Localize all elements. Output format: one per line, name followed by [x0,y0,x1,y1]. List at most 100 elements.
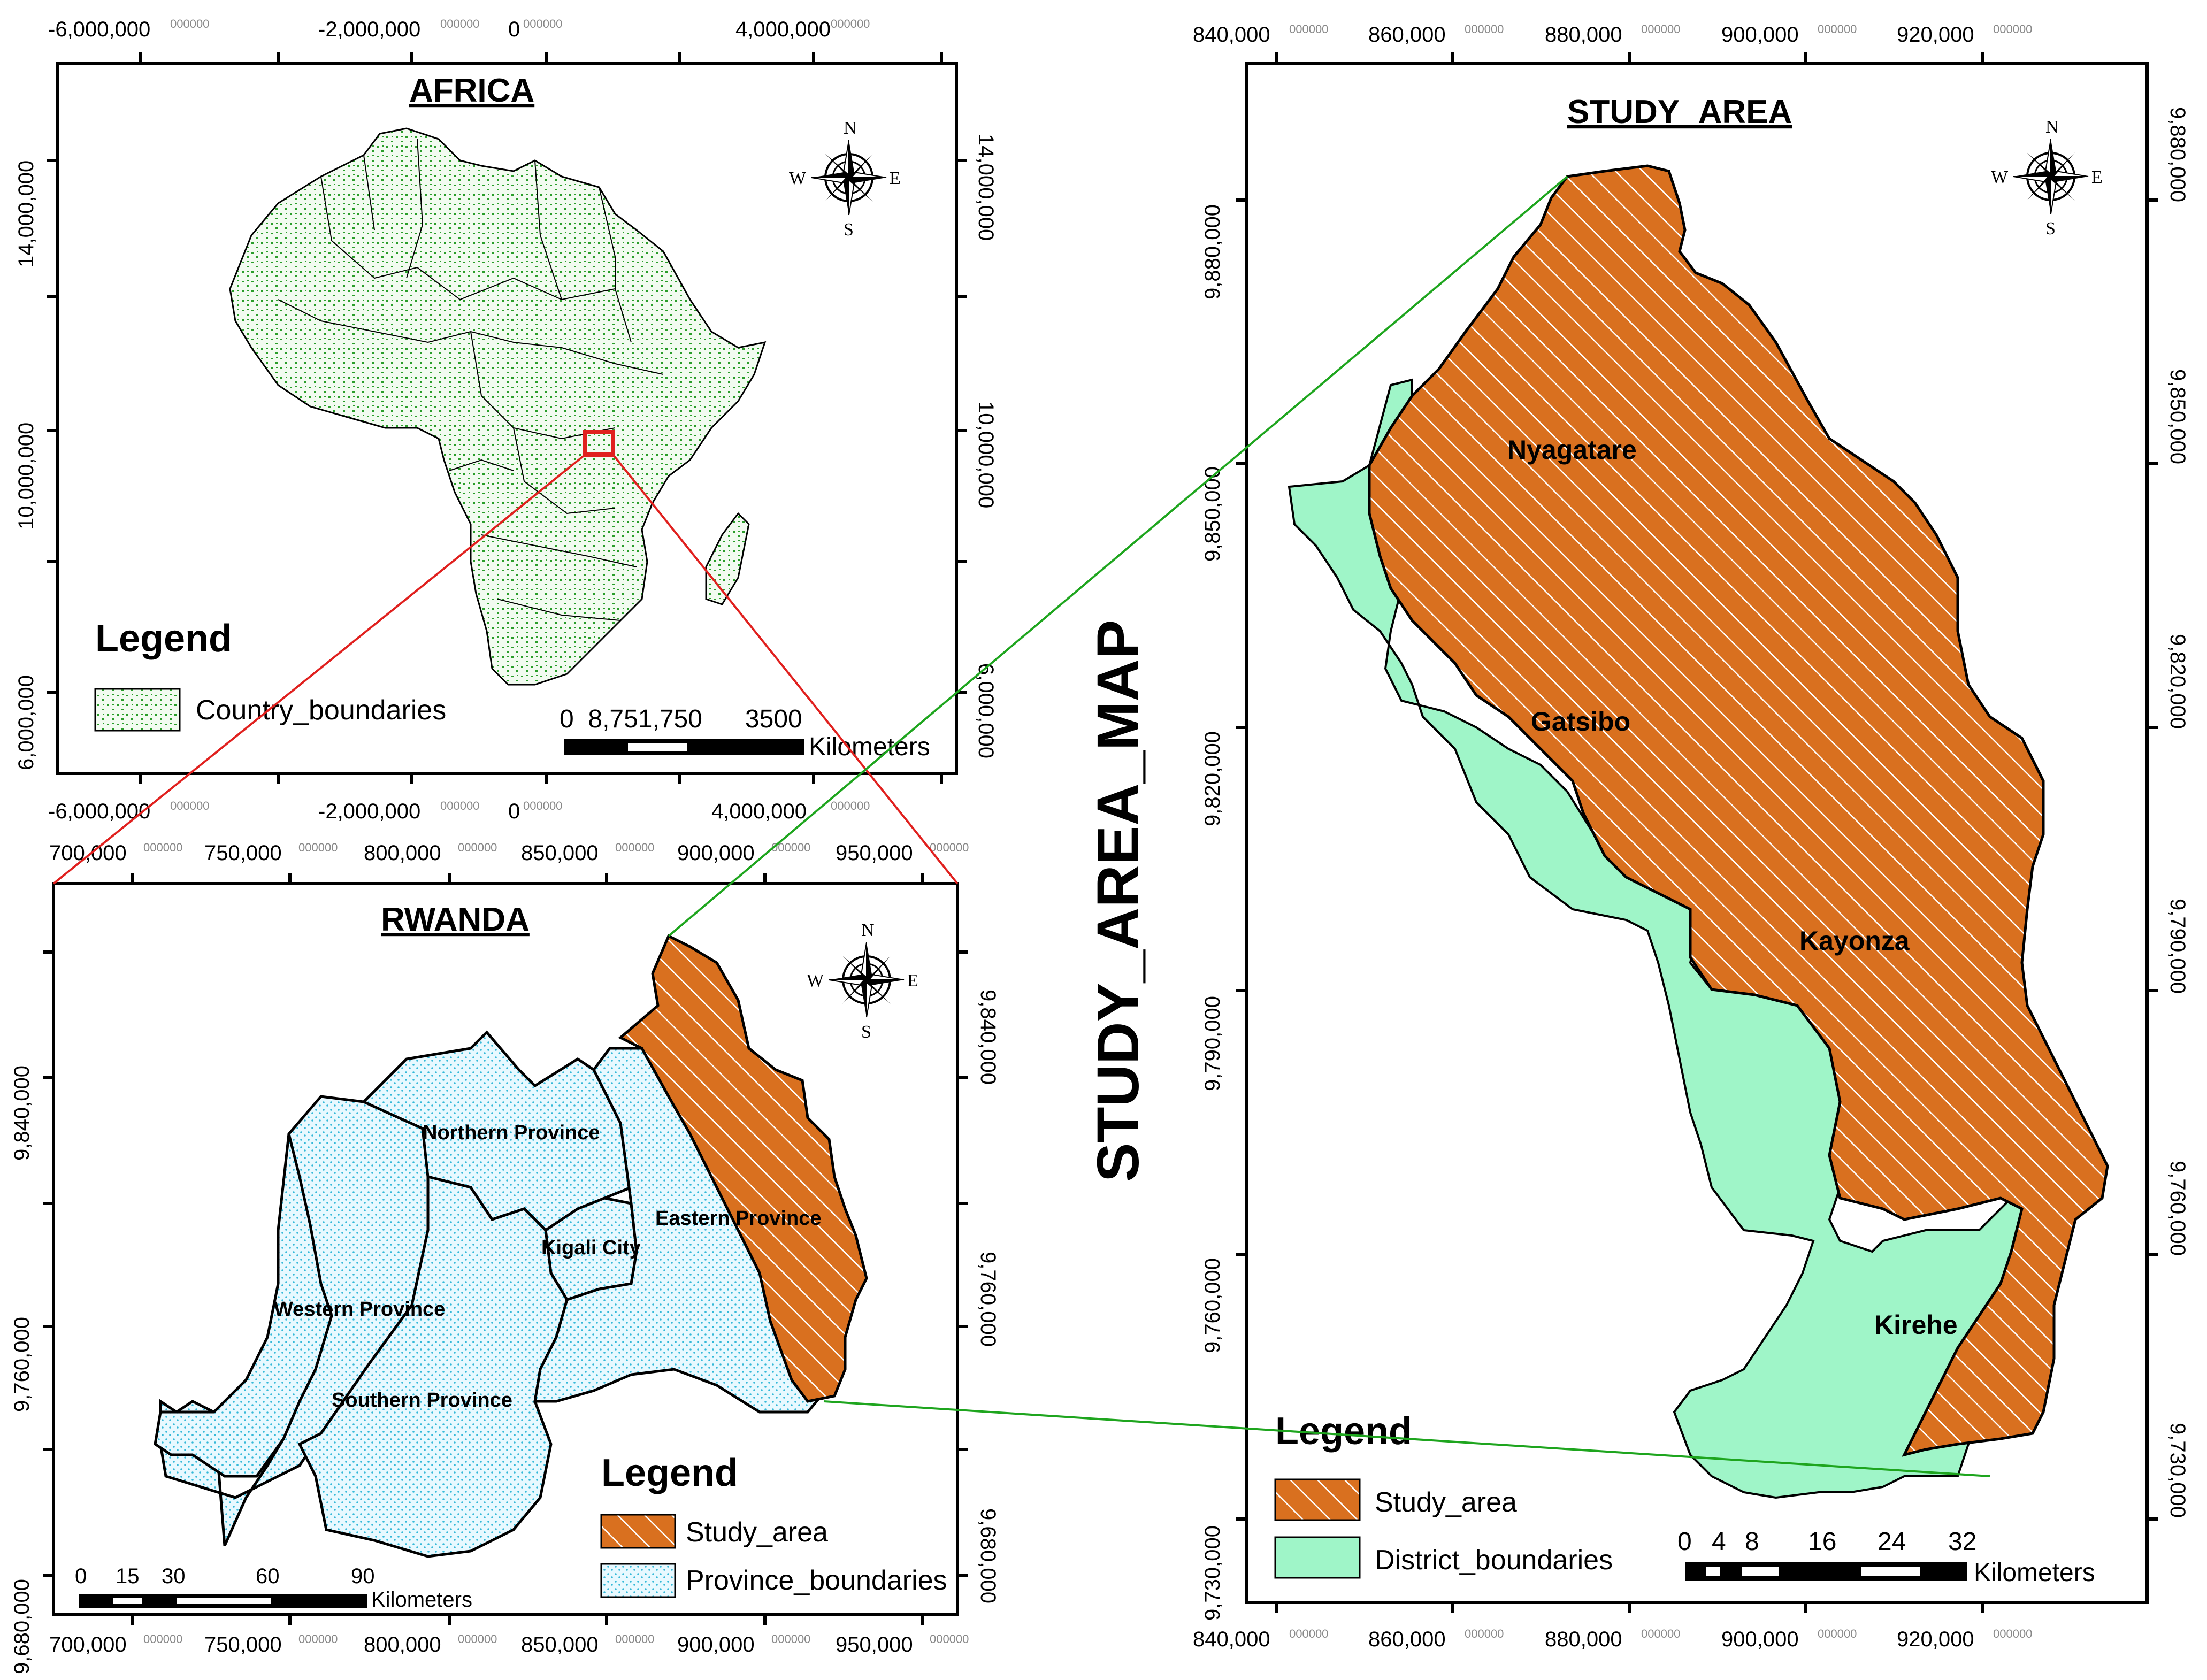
study-scale-number: 4 [1712,1528,1726,1556]
province-label: Northern Province [423,1122,600,1144]
study-scale-number: 24 [1878,1528,1906,1556]
rwanda-bottom-label: 750,000 [204,1633,282,1656]
compass-e: E [907,971,918,991]
study-coord-suffix: 000000 [1818,22,1857,36]
africa-callout-right [612,454,959,885]
rwanda-left-label: 9,680,000 [10,1579,34,1674]
district-label: Kirehe [1874,1310,1958,1340]
compass-s: S [861,1022,871,1042]
study-top-label: 920,000 [1897,23,1974,47]
africa-compass-icon: N S E W [789,118,901,240]
legend-label-study-area: Study_area [1375,1487,1517,1518]
rwanda-compass-icon: N S E W [807,920,918,1042]
rwanda-scale-number: 0 [75,1564,87,1588]
rwanda-top-label: 750,000 [204,841,282,865]
compass-n: N [861,920,875,940]
rwanda-scale-number: 30 [162,1564,186,1588]
rwanda-top-label: 950,000 [836,841,913,865]
rwanda-top-label: 700,000 [49,841,127,865]
study-bottom-label: 860,000 [1368,1628,1446,1651]
rwanda-coord-suffix: 000000 [930,1632,969,1646]
study-scale-number: 8 [1745,1528,1759,1556]
study-left-label: 9,850,000 [1201,466,1224,562]
study-area-compass-icon: N S E W [1991,117,2103,239]
main-title: STUDY_AREA_MAP [1085,620,1151,1182]
study-left-label: 9,790,000 [1201,996,1224,1091]
study-top-label: 860,000 [1368,23,1446,47]
africa-coord-suffix: 000000 [170,799,209,812]
africa-coord-suffix: 000000 [170,17,209,30]
rwanda-right-label: 9,760,000 [976,1252,1000,1347]
africa-top-label: -6,000,000 [48,18,150,41]
study-area-title: STUDY_AREA [1567,94,1792,131]
africa-right-label: 14,000,000 [974,134,998,241]
rwanda-scale-number: 60 [256,1564,280,1588]
study-right-label: 9,880,000 [2166,107,2189,202]
africa-top-label: 4,000,000 [735,18,831,41]
province-southern [297,1175,569,1558]
rwanda-scale-number: 15 [116,1564,140,1588]
compass-e: E [2091,167,2103,187]
legend-swatch-study-area [1274,1478,1361,1521]
rwanda-coord-suffix: 000000 [458,841,497,854]
africa-left-label: 14,000,000 [14,160,38,267]
study-coord-suffix: 000000 [1465,1627,1504,1640]
study-left-label: 9,820,000 [1201,731,1224,826]
study-coord-suffix: 000000 [1641,1627,1680,1640]
study-scale-number: 0 [1677,1528,1692,1556]
africa-coord-suffix: 000000 [831,17,870,30]
study-coord-suffix: 000000 [1993,1627,2032,1640]
africa-panel: -6,000,000 000000 -2,000,000 000000 0 00… [14,17,998,823]
province-label: Kigali City [541,1237,641,1259]
study-bottom-label: 920,000 [1897,1628,1974,1651]
compass-n: N [844,118,857,138]
legend-swatch-country [94,688,181,732]
study-left-label: 9,730,000 [1201,1525,1224,1621]
legend-swatch-province [600,1563,676,1598]
study-coord-suffix: 000000 [1465,22,1504,36]
africa-coord-suffix: 000000 [523,17,562,30]
africa-top-label: -2,000,000 [318,18,420,41]
rwanda-ticks [43,873,968,1625]
africa-title: AFRICA [409,72,534,109]
legend-label-country: Country_boundaries [196,695,446,726]
study-area-ticks [1236,52,2158,1613]
legend-swatch-district [1274,1536,1361,1579]
study-top-label: 900,000 [1721,23,1799,47]
rwanda-bottom-label: 900,000 [677,1633,755,1656]
study-area-hatch [1368,164,2109,1457]
province-label: Eastern Province [655,1207,821,1230]
study-top-label: 880,000 [1545,23,1622,47]
study-top-label: 840,000 [1193,23,1270,47]
study-right-label: 9,730,000 [2166,1423,2189,1518]
study-scale-number: 32 [1948,1528,1976,1556]
study-coord-suffix: 000000 [1289,1627,1328,1640]
africa-scale-numbers: 0 8,751,750 3500 [560,705,802,733]
rwanda-coord-suffix: 000000 [143,1632,182,1646]
study-right-label: 9,850,000 [2166,369,2189,464]
study-area-panel: 840,000 000000 860,000 000000 880,000 00… [1193,22,2189,1651]
study-bottom-label: 840,000 [1193,1628,1270,1651]
legend-label-study-area: Study_area [686,1517,828,1548]
rwanda-scale-unit: Kilometers [371,1588,472,1612]
africa-bottom-label: -6,000,000 [48,800,150,823]
rwanda-coord-suffix: 000000 [771,1632,810,1646]
study-scale-unit: Kilometers [1974,1559,2095,1587]
rwanda-top-label: 900,000 [677,841,755,865]
compass-w: W [1991,167,2009,187]
province-label: Western Province [274,1298,445,1321]
rwanda-left-label: 9,760,000 [10,1317,34,1412]
compass-w: W [807,971,824,991]
africa-right-label: 10,000,000 [974,401,998,508]
province-label: Southern Province [332,1389,512,1411]
compass-n: N [2045,117,2059,137]
western-lake-shore [154,1133,333,1478]
africa-top-label: 0 [508,18,520,41]
rwanda-coord-suffix: 000000 [930,841,969,854]
africa-bottom-label: -2,000,000 [318,800,420,823]
study-bottom-label: 880,000 [1545,1628,1622,1651]
compass-e: E [890,168,901,188]
rwanda-scale-number: 90 [351,1564,375,1588]
africa-left-label: 10,000,000 [14,423,38,530]
